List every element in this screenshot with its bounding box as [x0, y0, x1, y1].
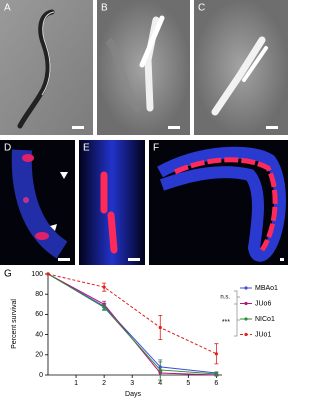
legend-marker [244, 332, 248, 337]
y-tick-label: 60 [35, 311, 43, 318]
panel-label: A [4, 3, 11, 14]
panel-d: D [0, 140, 75, 265]
point [214, 352, 218, 356]
legend-label: JUo6 [255, 300, 271, 307]
panel-label: B [101, 3, 108, 14]
x-tick-label: 3 [130, 380, 134, 387]
series-line [47, 273, 217, 375]
point [158, 368, 162, 372]
panel-a: A [0, 0, 93, 135]
legend-label: NICo1 [255, 316, 275, 323]
x-tick-label: 4 [158, 380, 162, 387]
y-tick-label: 0 [39, 372, 43, 379]
panel-label: G [4, 269, 12, 280]
panel-label: F [153, 143, 159, 154]
panel-f: F [149, 140, 288, 265]
panel-e: E [79, 140, 145, 265]
x-tick-label: 2 [102, 380, 106, 387]
y-tick-label: 40 [35, 331, 43, 338]
panel-label: D [4, 143, 11, 154]
legend-label: MBAo1 [255, 285, 278, 292]
x-axis-label: Days [125, 391, 141, 398]
y-tick-label: 20 [35, 352, 43, 359]
point [102, 305, 106, 309]
legend-marker [244, 286, 248, 290]
panel-b: B [97, 0, 190, 135]
x-tick-label: 6 [214, 380, 218, 387]
y-tick-label: 100 [31, 271, 43, 278]
point [102, 285, 106, 289]
legend-label: JUo1 [255, 331, 271, 338]
annotation: n.s. [220, 295, 230, 301]
point [158, 325, 162, 330]
x-tick-label: 1 [74, 380, 78, 387]
point [214, 372, 218, 376]
figure: A B C D E F G Percent survival Days n.s.… [0, 0, 288, 398]
series-line [47, 273, 217, 355]
bracket [234, 290, 240, 337]
panel-label: E [83, 143, 90, 154]
panel-c: C [194, 0, 288, 135]
annotation: *** [222, 319, 230, 326]
y-tick-label: 80 [35, 291, 43, 298]
x-tick-label: 5 [186, 380, 190, 387]
y-axis-label: Percent survival [11, 299, 18, 349]
legend-marker [244, 317, 248, 321]
panel-label: C [198, 3, 205, 14]
legend-marker [244, 301, 248, 306]
point [46, 272, 50, 276]
